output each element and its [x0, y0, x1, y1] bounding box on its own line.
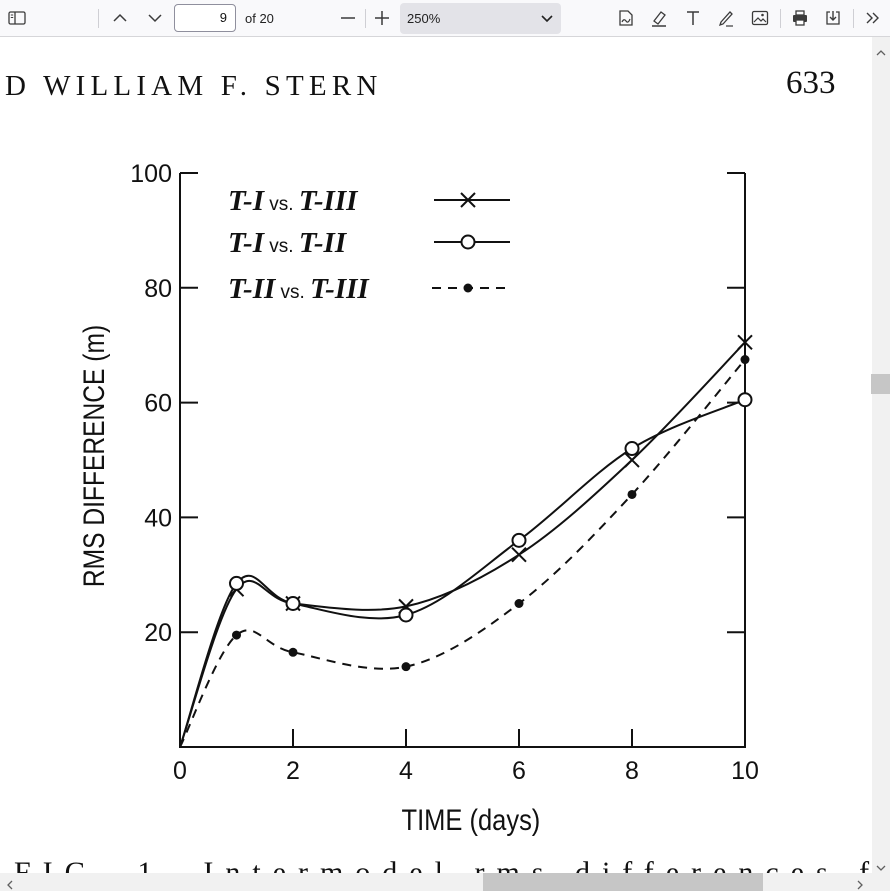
draw-icon[interactable]: [715, 8, 737, 28]
data-point-3: [401, 662, 411, 672]
legend-marker-1: [460, 192, 476, 208]
series-line-2: [179, 398, 746, 748]
toolbar-divider: [98, 9, 99, 28]
page-number-input[interactable]: 9: [174, 4, 236, 32]
x-tick-label: 2: [286, 757, 300, 785]
series-line-3: [179, 358, 746, 748]
data-point-3: [740, 355, 750, 365]
data-point-2: [285, 596, 301, 611]
data-point-1: [511, 547, 527, 563]
toolbar-divider: [853, 9, 854, 28]
vertical-scrollbar[interactable]: [872, 37, 890, 873]
x-axis-label: TIME (days): [402, 803, 541, 836]
toolbar-divider: [365, 9, 366, 28]
pdf-page: D WILLIAM F. STERN 633 0 2 4 6 8 10 20 40 60 80 10…: [0, 37, 872, 873]
image-icon[interactable]: [749, 8, 771, 28]
x-tick-label: 8: [625, 757, 639, 785]
running-header: D WILLIAM F. STERN: [5, 70, 383, 102]
page-number-text: 633: [786, 65, 836, 101]
sidebar-icon[interactable]: [6, 8, 28, 28]
minus-icon[interactable]: [338, 9, 358, 27]
legend-entry-2: T-I vs. T-II: [228, 227, 348, 259]
zoom-select[interactable]: 250%: [400, 3, 561, 34]
chevron-down-icon[interactable]: [145, 9, 165, 27]
legend-marker-2: [460, 234, 476, 250]
data-point-2: [737, 392, 753, 408]
data-point-2: [624, 441, 640, 457]
pdf-toolbar: 9 of 20 250%: [0, 0, 890, 37]
data-point-2: [229, 575, 244, 591]
document-viewer[interactable]: D WILLIAM F. STERN 633 0 2 4 6 8 10 20 40 60 80 10…: [0, 37, 872, 873]
y-axis-label: RMS DIFFERENCE (m): [77, 325, 111, 587]
x-tick-label: 10: [731, 757, 759, 785]
series-line-1: [179, 341, 746, 748]
more-tools-icon[interactable]: [862, 8, 884, 28]
plot-frame: [179, 173, 746, 748]
print-icon[interactable]: [789, 8, 811, 28]
y-tick-label: 80: [144, 275, 172, 303]
data-point-3: [232, 630, 241, 640]
scroll-right-icon[interactable]: [857, 877, 864, 895]
text-icon[interactable]: [682, 8, 704, 28]
y-tick-label: 100: [130, 160, 172, 188]
highlight-icon[interactable]: [648, 8, 670, 28]
data-point-2: [398, 607, 414, 623]
y-tick-label: 20: [144, 619, 172, 647]
zoom-value: 250%: [407, 11, 441, 26]
figure-caption: FIG. 1. Intermodel rms differences for p…: [14, 858, 872, 873]
scroll-down-icon[interactable]: [876, 859, 886, 877]
y-tick-label: 60: [144, 390, 172, 418]
data-point-1: [737, 334, 753, 351]
data-point-3: [514, 599, 524, 608]
horizontal-scroll-thumb[interactable]: [483, 873, 763, 891]
legend-entry-3: T-II vs. T-III: [228, 273, 370, 305]
data-point-1: [624, 452, 640, 468]
figure-chart: 0 2 4 6 8 10 20 40 60 80 100 TIME (days) RMS DIFFERE…: [77, 160, 759, 836]
legend-marker-3: [463, 283, 473, 293]
x-tick-label: 4: [399, 757, 413, 785]
data-point-3: [627, 489, 637, 499]
x-tick-label: 0: [173, 757, 187, 785]
data-point-3: [288, 647, 298, 657]
toolbar-divider: [780, 9, 781, 28]
chevron-up-icon[interactable]: [110, 9, 130, 27]
y-tick-label: 40: [144, 504, 172, 532]
scroll-up-icon[interactable]: [876, 43, 886, 61]
vertical-scroll-thumb[interactable]: [871, 374, 890, 394]
data-point-2: [511, 532, 527, 548]
scroll-left-icon[interactable]: [6, 877, 13, 895]
plus-icon[interactable]: [372, 9, 392, 27]
x-tick-label: 6: [512, 757, 526, 785]
save-icon[interactable]: [822, 8, 844, 28]
chevron-down-icon: [541, 3, 553, 45]
page-total-label: of 20: [245, 11, 274, 26]
signature-icon[interactable]: [615, 8, 637, 28]
legend-entry-1: T-I vs. T-III: [228, 185, 359, 217]
